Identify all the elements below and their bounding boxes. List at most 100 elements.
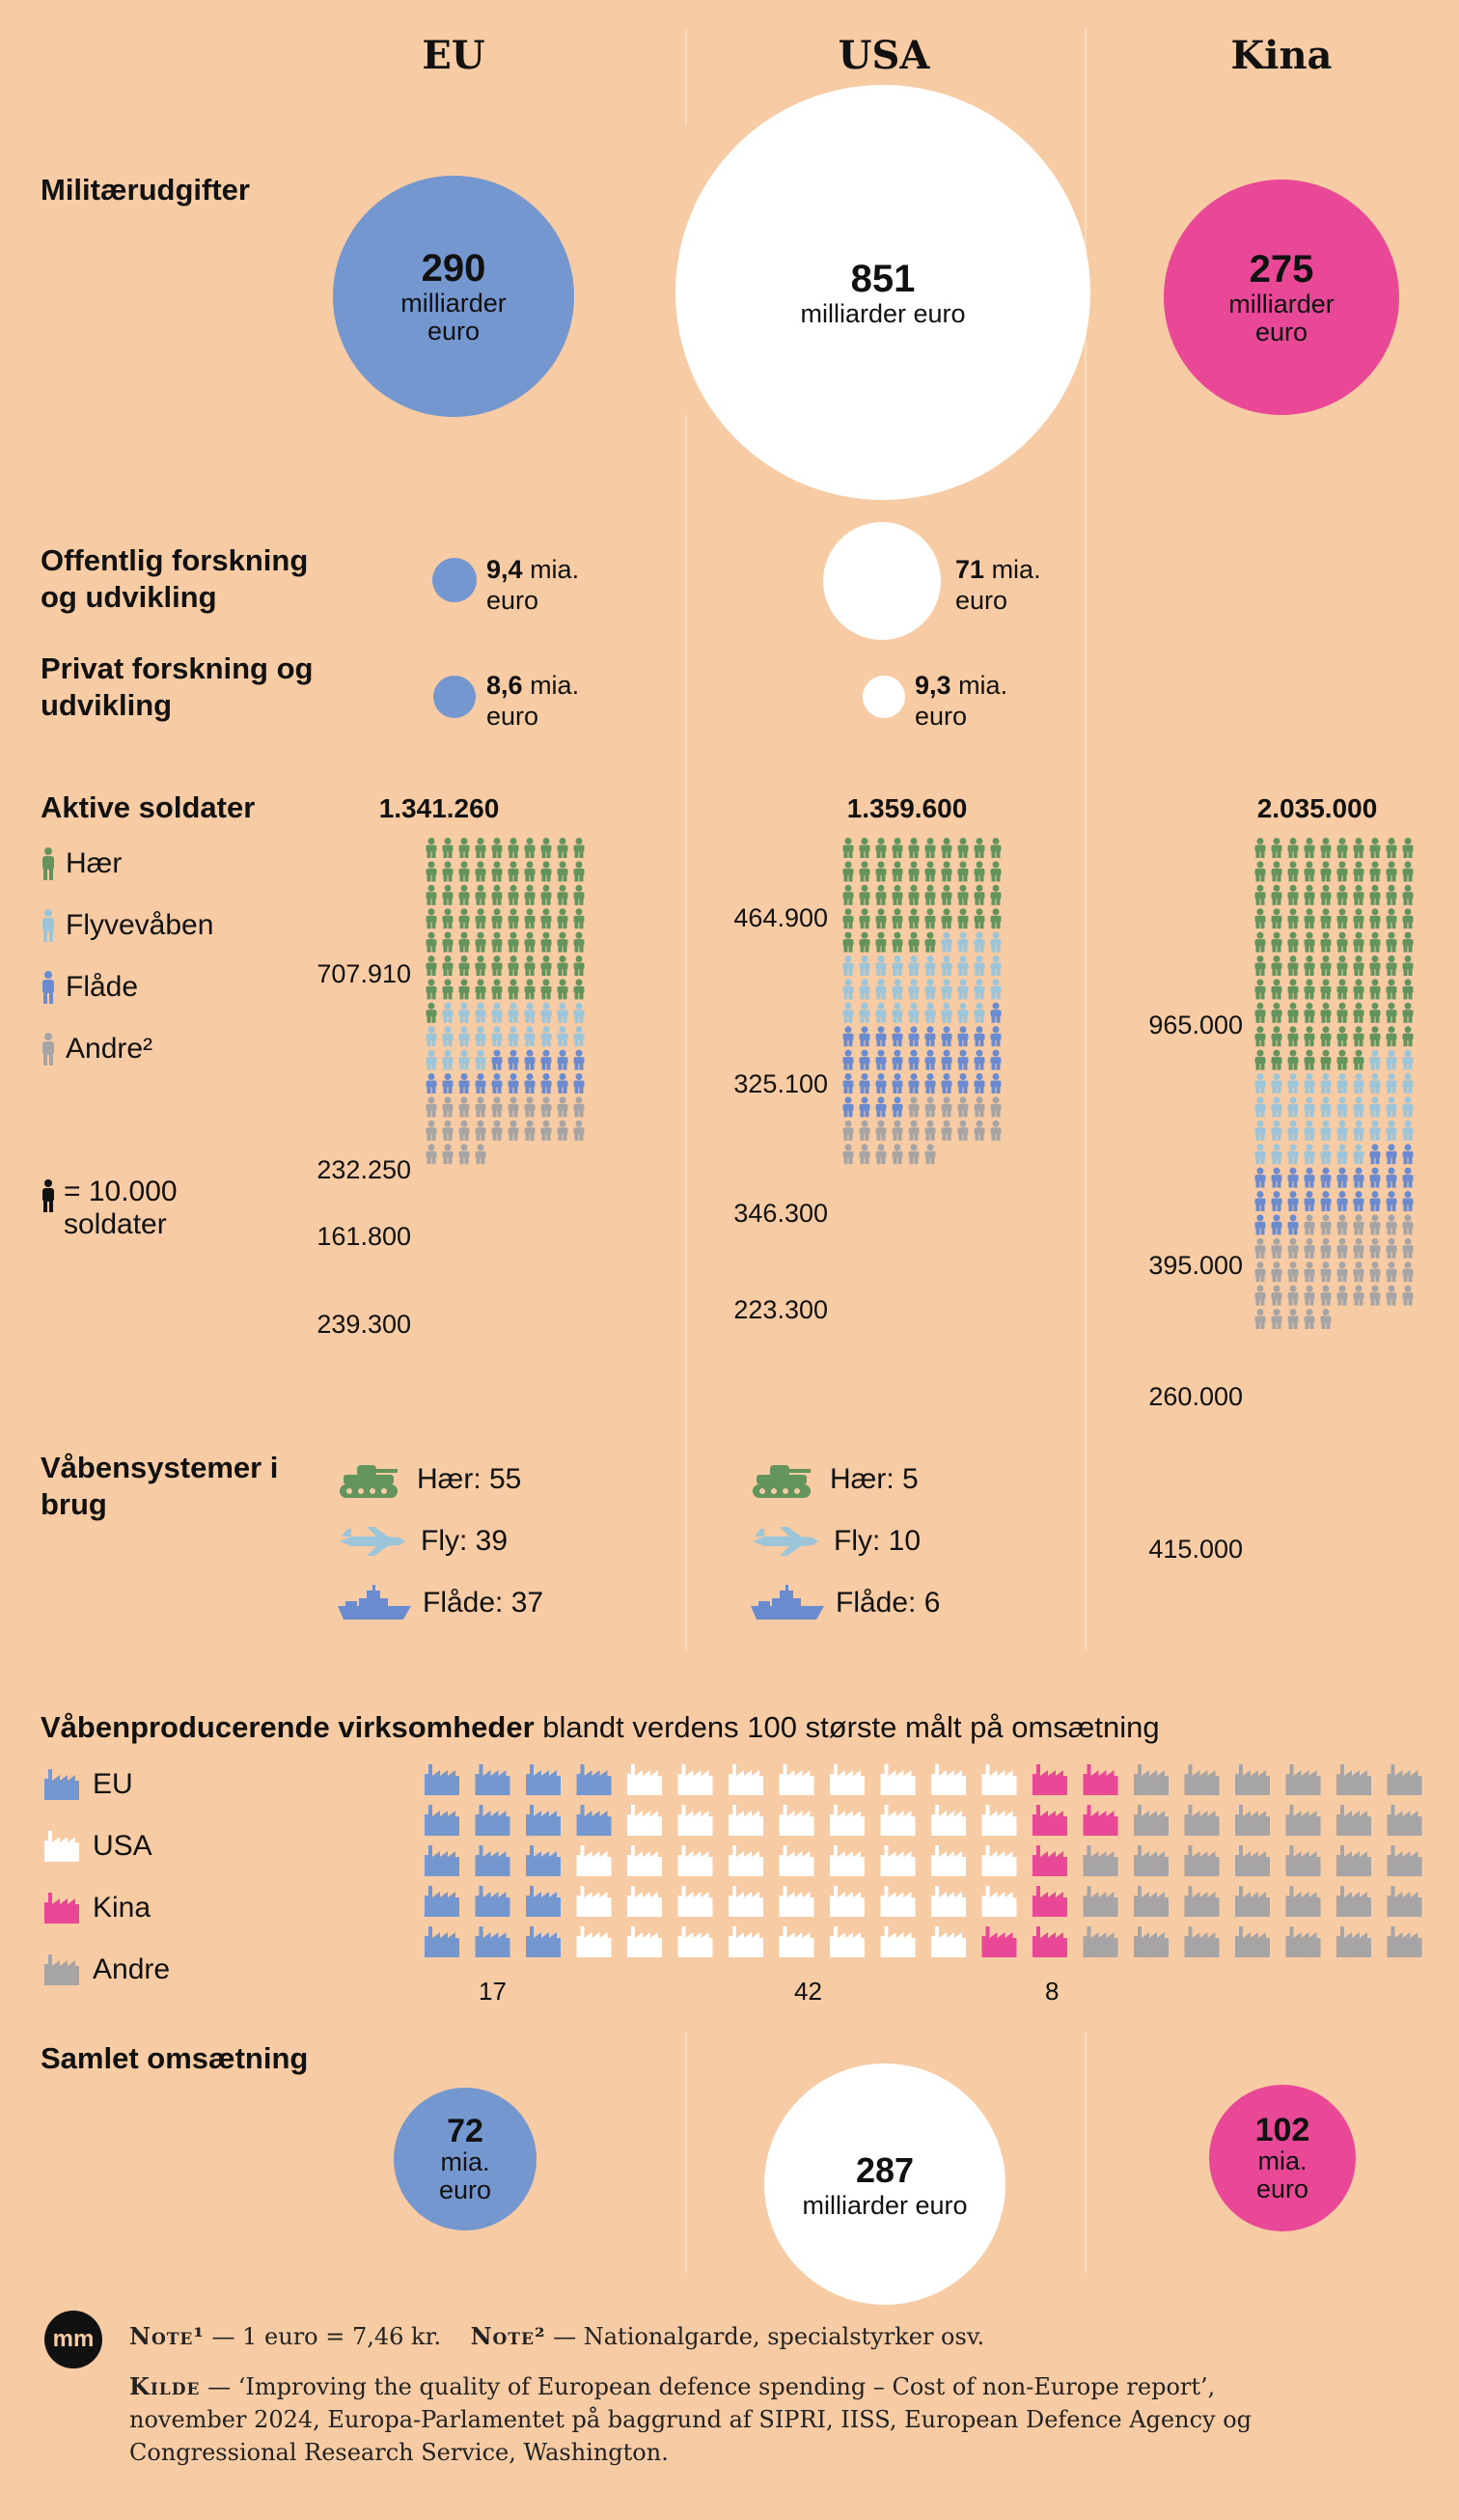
research-value: 9,4 (486, 555, 523, 584)
factory-other-icon (1184, 1805, 1220, 1836)
eu-other-value: 239.300 (317, 1310, 411, 1339)
soldier-army-icon (1402, 838, 1414, 858)
factory-usa-icon (779, 1926, 814, 1957)
factory-eu-icon (425, 1805, 459, 1836)
soldier-air-icon (941, 955, 952, 976)
soldier-army-icon (1320, 884, 1332, 905)
soldier-other-icon (1320, 1237, 1332, 1259)
soldier-army-icon (1320, 861, 1332, 882)
soldier-army-icon (1254, 979, 1266, 1000)
soldier-other-icon (573, 1120, 585, 1141)
soldier-army-icon (524, 884, 536, 905)
soldier-army-icon (557, 861, 568, 882)
soldier-army-icon (875, 908, 887, 929)
soldier-air-icon (475, 1002, 486, 1023)
soldier-air-icon (1271, 1120, 1282, 1141)
soldier-navy-icon (941, 1073, 952, 1094)
soldier-army-icon (1369, 861, 1381, 882)
soldier-army-icon (573, 931, 585, 953)
soldier-other-icon (1304, 1214, 1315, 1235)
bubble-unit: milliarder euro (1228, 290, 1335, 346)
soldier-air-icon (491, 1002, 503, 1023)
kina-navy-value: 260.000 (1148, 1382, 1243, 1411)
soldier-army-icon (842, 931, 854, 953)
soldier-icon (42, 971, 54, 1004)
soldier-army-icon (1304, 884, 1315, 905)
soldier-air-icon (491, 1026, 503, 1047)
soldier-army-icon (458, 838, 470, 858)
soldier-air-icon (1402, 1049, 1414, 1070)
soldier-air-icon (941, 931, 952, 953)
soldier-army-icon (426, 838, 437, 858)
soldier-army-icon (957, 908, 969, 929)
soldier-navy-icon (924, 1073, 936, 1094)
soldier-other-icon (573, 1096, 585, 1118)
factory-kina-icon (981, 1926, 1017, 1957)
section-title-private-research: Privat forskning og udvikling (41, 651, 314, 722)
research-unit: mia. euro (955, 555, 1041, 615)
soldier-other-icon (458, 1144, 470, 1165)
soldier-army-icon (442, 931, 454, 953)
factory-other-icon (1336, 1926, 1371, 1957)
soldier-navy-icon (1386, 1191, 1397, 1211)
soldier-army-icon (1271, 838, 1282, 858)
factory-eu-icon (475, 1764, 510, 1795)
bubble-value: 851 (850, 257, 916, 300)
soldier-army-icon (1320, 1002, 1332, 1023)
factory-eu-icon (425, 1886, 459, 1917)
soldier-navy-icon (508, 1073, 519, 1094)
soldier-army-icon (426, 931, 437, 953)
jet-icon (753, 1527, 818, 1556)
soldier-navy-icon (875, 1073, 887, 1094)
factory-eu-icon (526, 1764, 561, 1795)
soldier-army-icon (1271, 979, 1282, 1000)
factory-usa-icon (779, 1805, 814, 1836)
soldier-navy-icon (1287, 1191, 1299, 1211)
soldier-navy-icon (908, 1026, 920, 1047)
soldier-other-icon (1320, 1214, 1332, 1235)
soldier-army-icon (1304, 838, 1315, 858)
factory-other-icon (1336, 1845, 1371, 1876)
soldier-air-icon (557, 1026, 568, 1047)
soldier-air-icon (1369, 1120, 1381, 1141)
soldier-army-icon (540, 884, 552, 905)
factory-usa-icon (576, 1886, 612, 1917)
soldier-navy-icon (875, 1026, 887, 1047)
soldier-army-icon (540, 908, 552, 929)
soldier-army-icon (491, 861, 503, 882)
soldier-navy-icon (1353, 1167, 1364, 1188)
factory-kina-icon (1032, 1845, 1067, 1876)
eu-air-value: 232.250 (317, 1155, 411, 1184)
soldier-army-icon (508, 955, 519, 976)
soldier-air-icon (1402, 1120, 1414, 1141)
soldier-army-icon (1336, 955, 1348, 976)
soldier-army-icon (426, 861, 437, 882)
soldier-navy-icon (540, 1049, 552, 1070)
soldier-army-icon (458, 908, 470, 929)
soldier-other-icon (1353, 1237, 1364, 1259)
soldier-army-icon (1386, 1026, 1397, 1047)
legend-unit: = 10.000 soldater (41, 1176, 208, 1241)
soldier-other-icon (1320, 1285, 1332, 1306)
soldier-army-icon (941, 861, 952, 882)
soldier-army-icon (1402, 1026, 1414, 1047)
soldier-army-icon (1254, 884, 1266, 905)
factory-usa-icon (677, 1886, 713, 1917)
soldier-other-icon (1287, 1285, 1299, 1306)
soldier-icon (42, 909, 54, 942)
soldier-army-icon (974, 861, 985, 882)
soldier-navy-icon (957, 1026, 969, 1047)
legend-label: EU (93, 1768, 133, 1800)
soldier-army-icon (1402, 979, 1414, 1000)
factory-icon (44, 1831, 79, 1862)
soldier-air-icon (1304, 1120, 1315, 1141)
soldiers-pictogram-kina (1254, 838, 1414, 1329)
soldier-army-icon (957, 884, 969, 905)
soldier-navy-icon (426, 1073, 437, 1094)
soldier-air-icon (1336, 1120, 1348, 1141)
soldier-army-icon (491, 931, 503, 953)
soldier-army-icon (508, 838, 519, 858)
factory-eu-icon (576, 1764, 612, 1795)
soldier-other-icon (1353, 1261, 1364, 1283)
soldier-army-icon (1336, 838, 1348, 858)
